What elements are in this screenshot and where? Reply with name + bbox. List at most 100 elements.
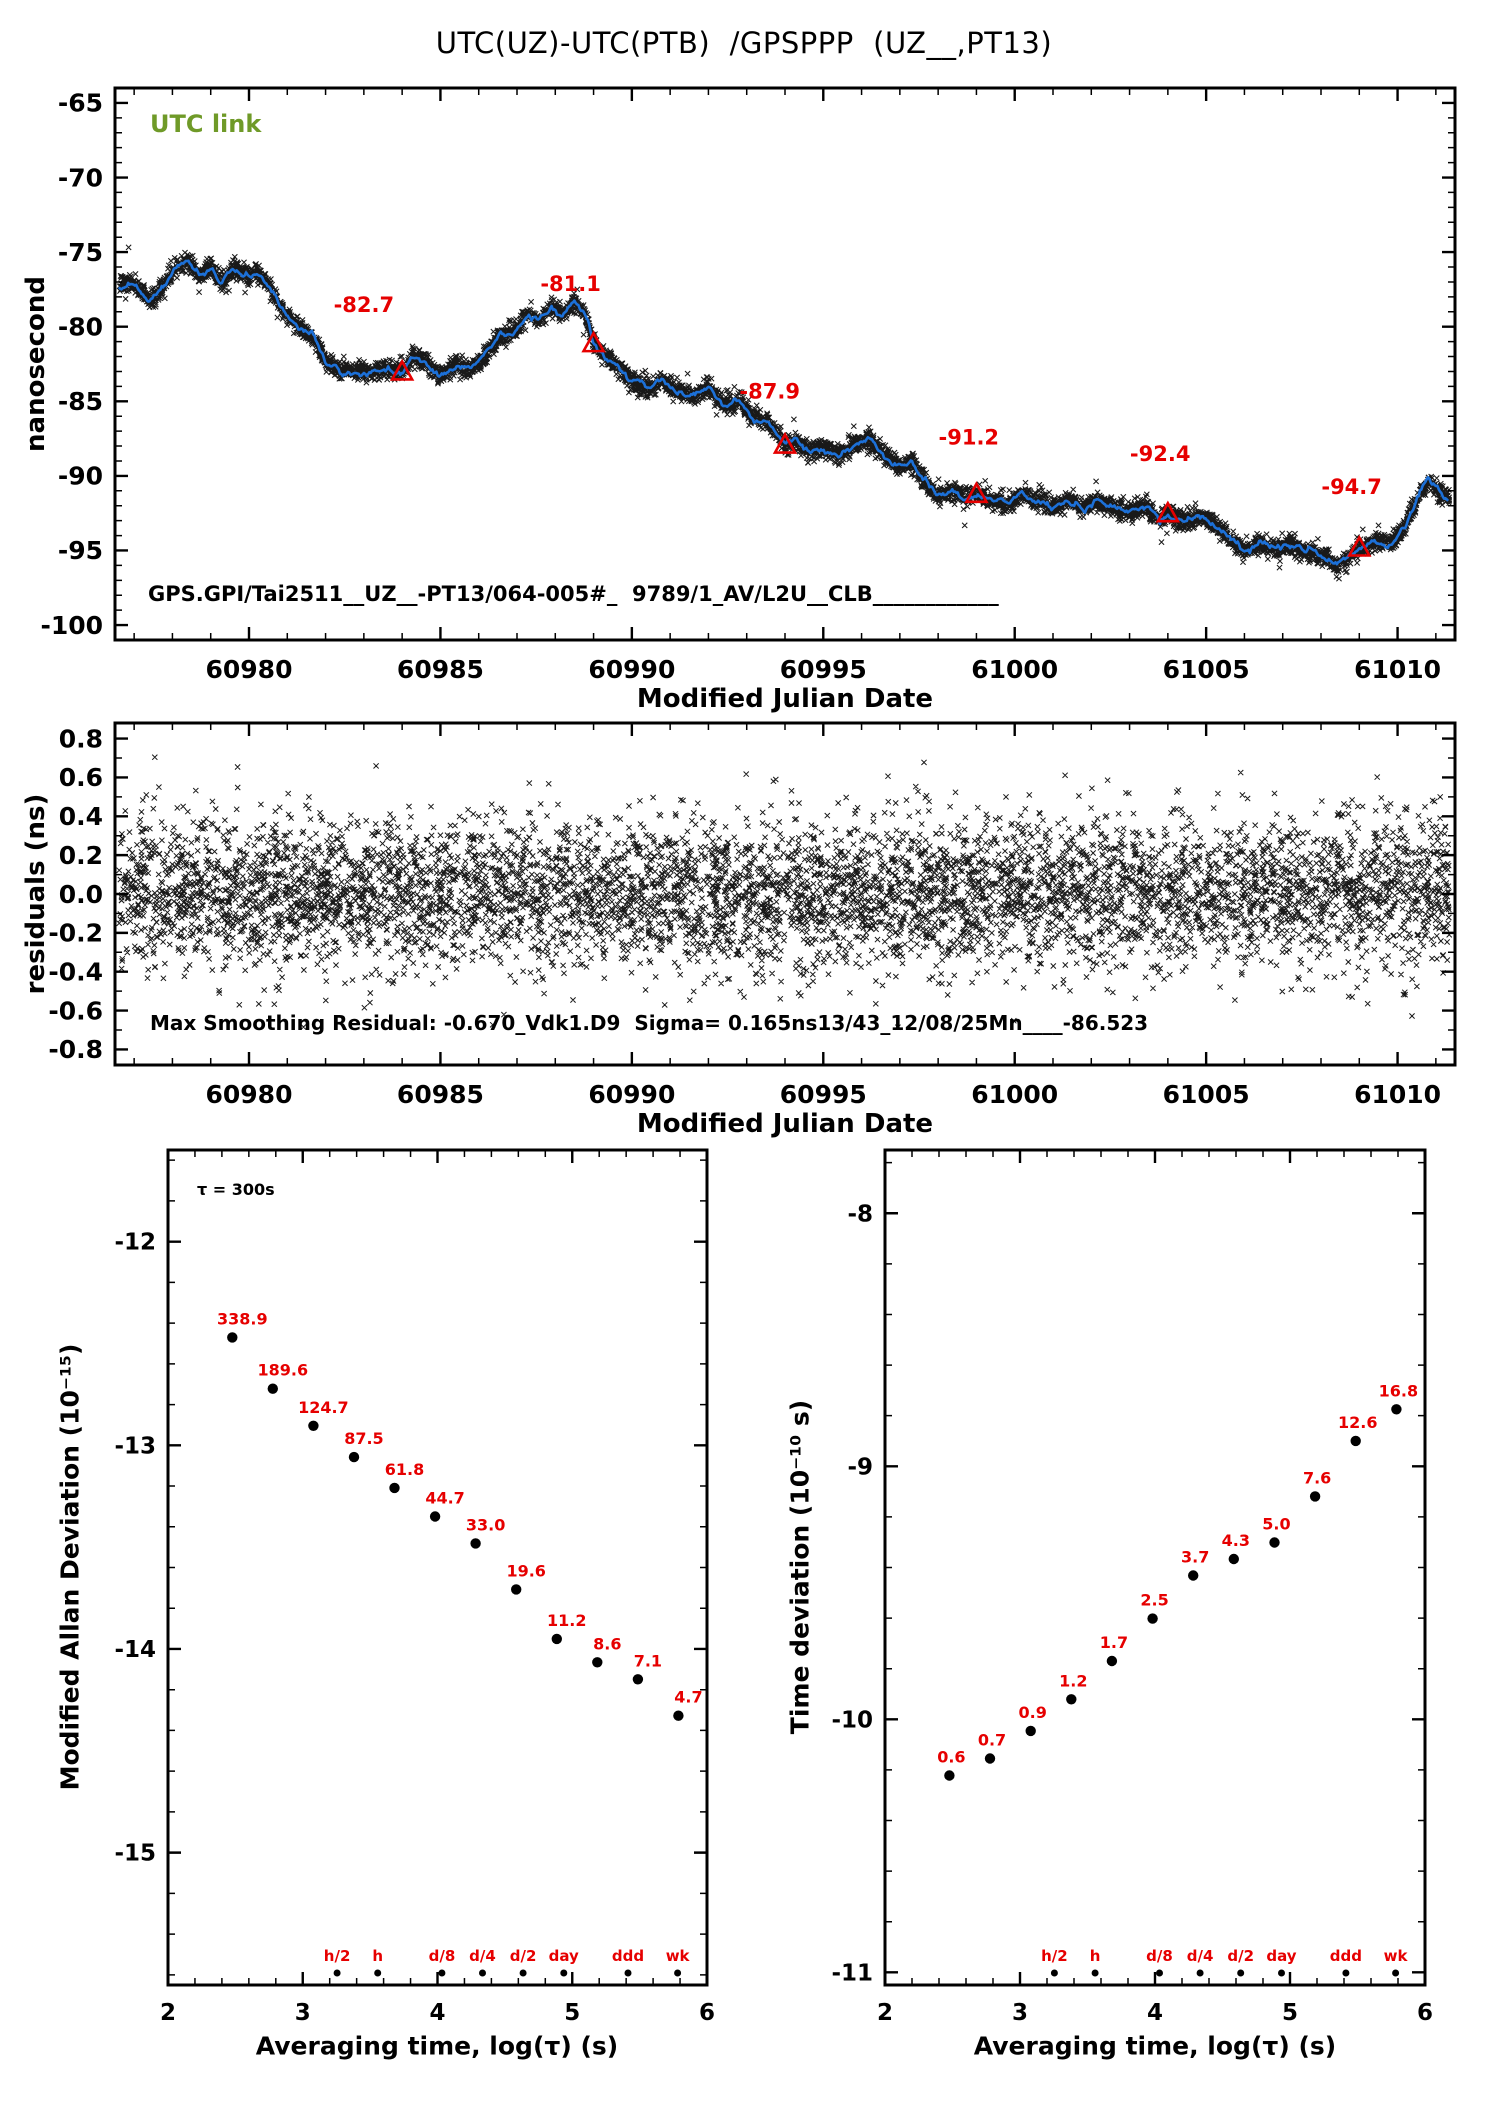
tdev-point bbox=[1309, 1491, 1321, 1502]
svg-text:-0.2: -0.2 bbox=[48, 919, 103, 948]
residuals-note: Max Smoothing Residual: -0.670_Vdk1.D9 S… bbox=[150, 1011, 1149, 1035]
svg-text:d/2: d/2 bbox=[1227, 1947, 1254, 1965]
svg-text:-82.7: -82.7 bbox=[334, 293, 395, 317]
svg-text:44.7: 44.7 bbox=[425, 1489, 464, 1508]
residuals-x-axis-label: Modified Julian Date bbox=[636, 1109, 934, 1139]
mdev-point bbox=[348, 1451, 360, 1463]
svg-text:4.7: 4.7 bbox=[674, 1688, 702, 1707]
svg-text:d/2: d/2 bbox=[510, 1947, 537, 1965]
svg-text:189.6: 189.6 bbox=[258, 1361, 309, 1380]
mdev-point bbox=[592, 1657, 603, 1668]
svg-text:d/8: d/8 bbox=[429, 1947, 456, 1965]
time-scale-dot bbox=[333, 1969, 341, 1977]
svg-text:16.8: 16.8 bbox=[1379, 1381, 1418, 1400]
mdev-x-axis-label: Averaging time, log(τ) (s) bbox=[255, 2031, 619, 2061]
svg-text:-13: -13 bbox=[114, 1433, 156, 1459]
svg-text:0.0: 0.0 bbox=[59, 880, 103, 909]
svg-text:-12: -12 bbox=[114, 1230, 156, 1256]
svg-text:h: h bbox=[1090, 1947, 1101, 1965]
mdev-point bbox=[673, 1710, 684, 1721]
svg-text:-92.4: -92.4 bbox=[1130, 442, 1191, 466]
tdev-point bbox=[1147, 1613, 1158, 1624]
svg-text:61010: 61010 bbox=[1354, 655, 1441, 684]
tdev-point bbox=[1188, 1570, 1199, 1581]
svg-text:61000: 61000 bbox=[971, 1080, 1058, 1109]
svg-text:61005: 61005 bbox=[1163, 655, 1250, 684]
svg-text:-8: -8 bbox=[847, 1201, 873, 1227]
mdev-point bbox=[308, 1420, 319, 1432]
tdev-point bbox=[1228, 1553, 1240, 1565]
svg-text:60995: 60995 bbox=[780, 1080, 867, 1109]
utc-link-label: UTC link bbox=[150, 110, 262, 138]
svg-text:h/2: h/2 bbox=[1041, 1947, 1068, 1965]
residuals-y-axis-label: residuals (ns) bbox=[21, 793, 51, 995]
svg-text:0.2: 0.2 bbox=[59, 841, 103, 870]
svg-text:-91.2: -91.2 bbox=[939, 426, 1000, 450]
svg-text:-14: -14 bbox=[114, 1637, 156, 1663]
svg-text:0.9: 0.9 bbox=[1018, 1703, 1046, 1722]
svg-text:60995: 60995 bbox=[780, 655, 867, 684]
svg-text:5: 5 bbox=[1282, 2000, 1298, 2026]
svg-text:3: 3 bbox=[1012, 2000, 1028, 2026]
smoothed-line bbox=[117, 259, 1450, 566]
svg-text:8.6: 8.6 bbox=[593, 1634, 621, 1653]
svg-text:6: 6 bbox=[699, 2000, 715, 2026]
svg-text:-0.4: -0.4 bbox=[48, 957, 103, 986]
svg-text:4: 4 bbox=[1147, 2000, 1163, 2026]
svg-text:h/2: h/2 bbox=[324, 1947, 351, 1965]
svg-text:7.6: 7.6 bbox=[1303, 1468, 1331, 1487]
svg-text:0.6: 0.6 bbox=[937, 1747, 965, 1766]
svg-text:2: 2 bbox=[160, 2000, 176, 2026]
svg-text:-94.7: -94.7 bbox=[1321, 475, 1382, 499]
svg-text:-87.9: -87.9 bbox=[739, 379, 800, 403]
svg-text:5.0: 5.0 bbox=[1262, 1514, 1290, 1533]
time-scale-dot bbox=[624, 1969, 632, 1977]
svg-text:5: 5 bbox=[564, 2000, 580, 2026]
svg-text:338.9: 338.9 bbox=[217, 1309, 268, 1328]
svg-text:-0.6: -0.6 bbox=[48, 996, 103, 1025]
tdev-point bbox=[1066, 1694, 1077, 1705]
tdev-point bbox=[984, 1753, 996, 1764]
svg-text:-11: -11 bbox=[831, 1960, 873, 1986]
mdev-point bbox=[551, 1633, 562, 1645]
tdev-point bbox=[1025, 1725, 1036, 1737]
svg-text:-80: -80 bbox=[58, 312, 103, 341]
calibration-triangle-marker bbox=[1155, 500, 1181, 523]
svg-text:-81.1: -81.1 bbox=[540, 272, 601, 296]
mdev-point bbox=[389, 1482, 400, 1494]
time-scale-dot bbox=[1050, 1969, 1058, 1977]
calibration-triangle-marker bbox=[581, 330, 606, 353]
svg-text:124.7: 124.7 bbox=[298, 1398, 349, 1417]
svg-text:6: 6 bbox=[1417, 2000, 1433, 2026]
time-scale-dot bbox=[674, 1969, 682, 1977]
mdev-point bbox=[632, 1674, 644, 1685]
main-panel: 60980 60985 60990 60995 61000 61005 61010 -65 -7… bbox=[40, 86, 1457, 684]
svg-text:2: 2 bbox=[877, 2000, 893, 2026]
residuals-scatter bbox=[116, 754, 1453, 1031]
svg-text:60990: 60990 bbox=[588, 655, 675, 684]
calibration-triangle-marker bbox=[389, 358, 415, 381]
time-scale-dot bbox=[1091, 1969, 1099, 1977]
svg-text:0.7: 0.7 bbox=[978, 1731, 1006, 1750]
mdev-y-axis-label: Modified Allan Deviation (10⁻¹⁵) bbox=[55, 1343, 85, 1791]
svg-text:4: 4 bbox=[429, 2000, 445, 2026]
tdev-point bbox=[1391, 1404, 1402, 1415]
calibration-triangle-marker bbox=[772, 431, 798, 454]
svg-text:33.0: 33.0 bbox=[466, 1515, 505, 1534]
svg-text:1.2: 1.2 bbox=[1059, 1671, 1087, 1690]
main-footer-note: GPS.GPI/Tai2511__UZ__-PT13/064-005#_ 978… bbox=[148, 582, 999, 606]
svg-text:-100: -100 bbox=[40, 611, 103, 640]
svg-text:19.6: 19.6 bbox=[506, 1561, 545, 1580]
svg-text:61.8: 61.8 bbox=[385, 1460, 424, 1479]
svg-text:0.4: 0.4 bbox=[59, 802, 103, 831]
main-x-axis-label: Modified Julian Date bbox=[636, 684, 934, 714]
time-scale-dot bbox=[1278, 1969, 1285, 1977]
svg-text:87.5: 87.5 bbox=[344, 1429, 383, 1448]
svg-text:3.7: 3.7 bbox=[1181, 1548, 1209, 1567]
svg-text:61010: 61010 bbox=[1354, 1080, 1441, 1109]
svg-text:d/4: d/4 bbox=[469, 1947, 496, 1965]
svg-text:4.3: 4.3 bbox=[1222, 1531, 1250, 1550]
svg-text:-90: -90 bbox=[58, 462, 103, 491]
svg-text:60990: 60990 bbox=[588, 1080, 675, 1109]
svg-text:h: h bbox=[372, 1947, 383, 1965]
